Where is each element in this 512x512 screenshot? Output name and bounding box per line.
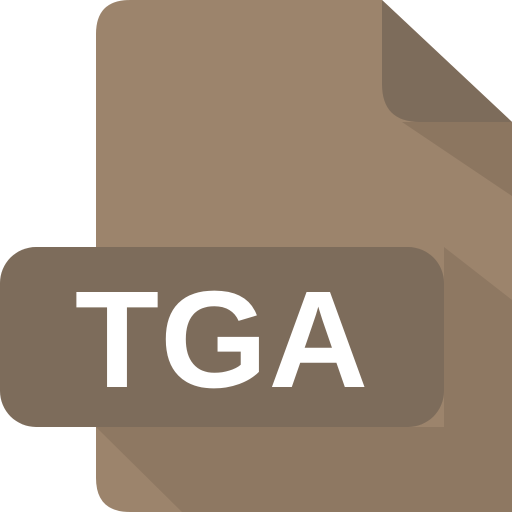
label-band (0, 247, 444, 427)
label-shadow (96, 247, 512, 512)
fold-shadow (402, 122, 512, 196)
folded-corner (382, 0, 512, 122)
file-extension-label: TGA (74, 263, 370, 417)
